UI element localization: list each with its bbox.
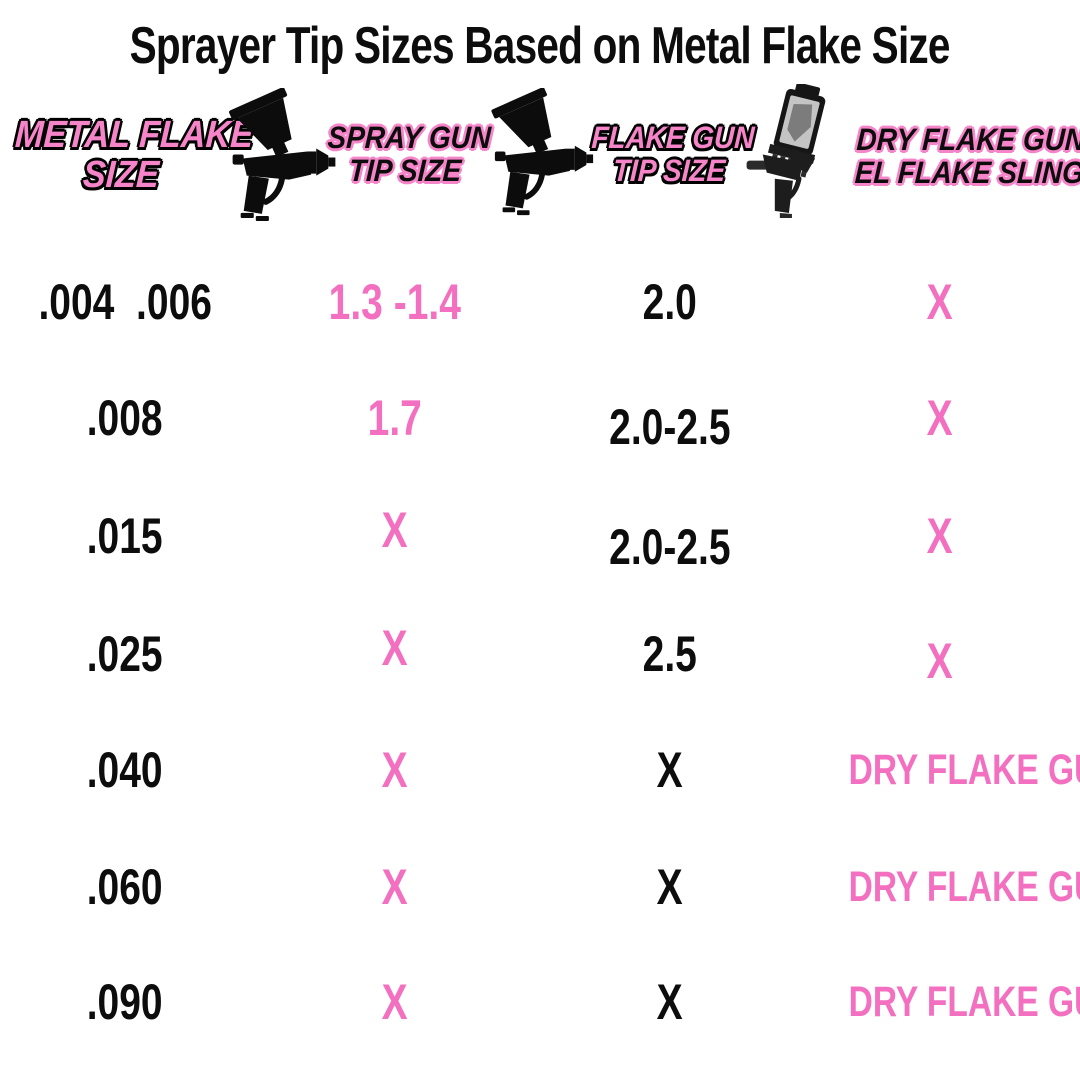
cell-spray-gun-tip-size: X xyxy=(381,742,409,798)
cell-flake-gun-tip-size: X xyxy=(656,974,684,1030)
cell-flake-gun-tip-size: 2.0 xyxy=(642,274,698,330)
cell-spray-gun-tip-size: 1.3 -1.4 xyxy=(328,274,462,330)
cell-metal-flake-size: .040 xyxy=(87,742,163,798)
cell-metal-flake-size: .025 xyxy=(87,626,163,682)
cell-spray-gun-tip-size: X xyxy=(381,620,409,676)
table-row: .004 .006 1.3 -1.4 2.0 X xyxy=(0,252,1080,352)
cell-dry-flake-gun: X xyxy=(926,390,954,446)
table-row: .060 X X DRY FLAKE GUN xyxy=(0,837,1080,937)
cell-flake-gun-tip-size: X xyxy=(656,742,684,798)
cell-spray-gun-tip-size: X xyxy=(381,974,409,1030)
page-title: Sprayer Tip Sizes Based on Metal Flake S… xyxy=(129,17,951,75)
table-row: .025 X 2.5 X xyxy=(0,604,1080,704)
cell-dry-flake-gun: DRY FLAKE GUN xyxy=(848,746,1080,794)
cell-dry-flake-gun: X xyxy=(926,508,954,564)
cell-metal-flake-size: .008 xyxy=(87,390,163,446)
cell-metal-flake-size: .015 xyxy=(87,508,163,564)
cell-flake-gun-tip-size: 2.0-2.5 xyxy=(609,519,731,575)
header-flake-gun-tip-size: FLAKE GUN TIP SIZE xyxy=(590,120,756,188)
spray-gun-icon xyxy=(229,88,336,221)
cell-metal-flake-size: .090 xyxy=(87,974,163,1030)
cell-metal-flake-size: .004 .006 xyxy=(38,274,212,330)
cell-dry-flake-gun: DRY FLAKE GUN xyxy=(848,978,1080,1026)
header-metal-flake-size: METAL FLAKE SIZE xyxy=(13,114,255,196)
cell-flake-gun-tip-size: 2.0-2.5 xyxy=(609,399,731,455)
dry-flake-gun-icon xyxy=(746,84,826,218)
cell-spray-gun-tip-size: X xyxy=(381,502,409,558)
table-row: .015 X 2.0-2.5 X xyxy=(0,486,1080,586)
table-row: .090 X X DRY FLAKE GUN xyxy=(0,952,1080,1052)
cell-dry-flake-gun: X xyxy=(926,274,954,330)
cell-spray-gun-tip-size: X xyxy=(381,859,409,915)
table-row: .008 1.7 2.0-2.5 X xyxy=(0,368,1080,468)
cell-spray-gun-tip-size: 1.7 xyxy=(367,390,423,446)
header-dry-flake-gun: DRY FLAKE GUN EL FLAKE SLINGER xyxy=(854,122,1080,190)
cell-flake-gun-tip-size: 2.5 xyxy=(642,626,698,682)
cell-flake-gun-tip-size: X xyxy=(656,859,684,915)
cell-dry-flake-gun: DRY FLAKE GUN xyxy=(848,863,1080,911)
cell-metal-flake-size: .060 xyxy=(87,859,163,915)
cell-dry-flake-gun: X xyxy=(926,633,954,689)
table-row: .040 X X DRY FLAKE GUN xyxy=(0,720,1080,820)
header-spray-gun-tip-size: SPRAY GUN TIP SIZE xyxy=(326,120,492,188)
spray-gun-icon xyxy=(491,88,594,216)
